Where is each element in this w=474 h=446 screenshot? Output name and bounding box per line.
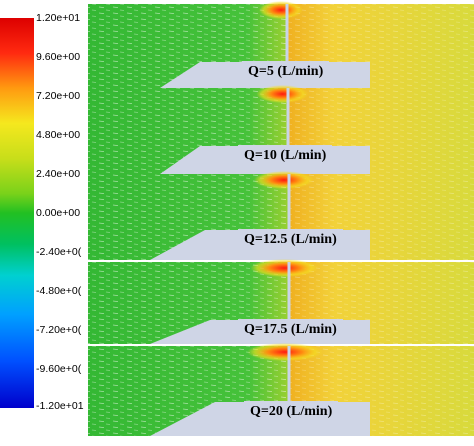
colorbar (0, 18, 34, 408)
colorbar-tick: -1.20e+01 (36, 400, 84, 412)
panel-label: Q=5 (L/min) (242, 61, 330, 83)
colorbar-tick: -9.60e+0( (36, 363, 82, 375)
colorbar-tick: -7.20e+0( (36, 324, 82, 336)
panel-label: Q=17.5 (L/min) (238, 319, 343, 341)
colorbar-tick: 2.40e+00 (36, 168, 81, 180)
panel-label: Q=10 (L/min) (238, 145, 333, 167)
colorbar-tick: 4.80e+00 (36, 129, 81, 141)
orifice-plate (287, 262, 291, 344)
contour-panel (88, 85, 474, 174)
panel-label: Q=12.5 (L/min) (238, 229, 343, 251)
jet-hotspot (250, 259, 319, 277)
colorbar-tick: -4.80e+0( (36, 285, 82, 297)
jet-hotspot (259, 1, 303, 19)
colorbar-tick: 7.20e+00 (36, 90, 81, 102)
jet-hotspot (256, 85, 309, 103)
colorbar-tick: 1.20e+01 (36, 12, 81, 24)
jet-hotspot (254, 171, 314, 189)
orifice-plate (287, 174, 291, 260)
orifice-plate (285, 4, 289, 88)
orifice-plate (287, 346, 291, 436)
colorbar-tick: 9.60e+00 (36, 51, 81, 63)
jet-hotspot (247, 343, 323, 361)
panel-label: Q=20 (L/min) (244, 401, 339, 423)
contour-panel (88, 259, 474, 344)
colorbar-tick: -2.40e+0( (36, 246, 82, 258)
contour-panel (88, 343, 474, 436)
orifice-plate (286, 88, 290, 174)
colorbar-tick: 0.00e+00 (36, 207, 81, 219)
